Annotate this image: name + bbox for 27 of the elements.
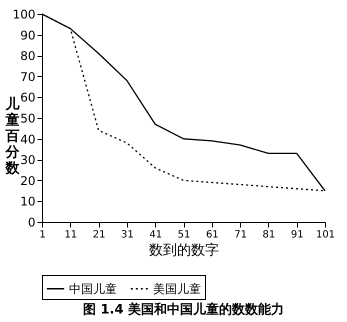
legend-label: 中国儿童 — [69, 282, 117, 296]
y-tick-label: 70 — [20, 70, 36, 84]
x-tick-label: 31 — [121, 230, 134, 240]
y-tick-label: 60 — [20, 90, 36, 105]
y-tick-label: 50 — [20, 112, 36, 126]
x-tick-label: 101 — [316, 230, 336, 240]
y-axis-title: 儿童百分数 — [4, 96, 20, 176]
y-tick-label: 100 — [12, 8, 36, 22]
y-tick-label: 30 — [20, 153, 36, 168]
x-tick-label: 81 — [262, 230, 276, 240]
x-tick-label: 71 — [234, 230, 247, 240]
x-tick-label: 91 — [290, 230, 304, 240]
text: 图 1.4 美国和中国儿童的数数能力 — [82, 302, 284, 318]
x-tick-label: 11 — [64, 230, 78, 240]
y-tick-label: 80 — [20, 49, 36, 64]
y-tick-label: 40 — [20, 132, 36, 146]
y-tick-label: 90 — [20, 28, 36, 42]
legend-label: 美国儿童 — [153, 282, 201, 296]
y-tick-label: 0 — [28, 216, 36, 230]
x-axis-title: 数到的数字 — [149, 242, 219, 258]
x-tick-label: 21 — [92, 230, 106, 240]
y-tick-label: 20 — [20, 174, 36, 188]
x-tick-label: 41 — [149, 230, 162, 240]
x-tick-label: 51 — [178, 230, 190, 240]
x-tick-label: 1 — [39, 230, 46, 240]
y-tick-label: 10 — [20, 194, 36, 209]
x-tick-label: 61 — [206, 230, 219, 240]
